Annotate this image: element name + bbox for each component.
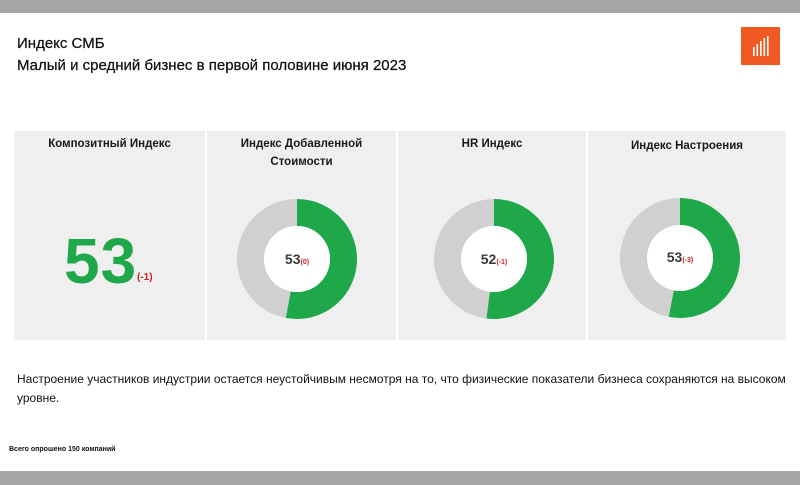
bottom-bar — [0, 471, 800, 485]
panel-composite-index: Композитный Индекс 53 (-1) — [14, 131, 205, 340]
page-title-line1: Индекс СМБ — [17, 35, 105, 52]
donut-chart-sentiment — [620, 198, 740, 318]
page-title: Индекс СМБ Малый и средний бизнес в перв… — [17, 33, 407, 77]
sentiment-index-value: 53 — [666, 249, 683, 265]
panel-sentiment-index: Индекс Настроения 53(-3) — [588, 131, 786, 340]
donut-label-value-added: 53(0) — [257, 251, 337, 271]
brand-logo — [741, 27, 780, 65]
donut-hole — [461, 226, 527, 292]
donut-chart-value-added — [236, 199, 357, 319]
composite-index-change: (-1) — [137, 272, 153, 283]
donut-remainder-slice — [236, 199, 297, 318]
hr-index-change: (-1) — [496, 259, 508, 266]
donut-value-slice — [486, 199, 554, 319]
bar-chart-logo-icon — [753, 36, 769, 56]
panel-title-value-added: Индекс Добавленной Стоимости — [240, 138, 363, 168]
index-panels: Композитный Индекс 53 (-1) Индекс Добавл… — [14, 131, 786, 340]
panel-hr-index: HR Индекс 52(-1) — [398, 131, 586, 340]
page-title-line2: Малый и средний бизнес в первой половине… — [17, 57, 407, 74]
donut-value-slice — [285, 199, 357, 319]
panel-title-composite: Композитный Индекс — [48, 138, 171, 150]
donut-label-sentiment: 53(-3) — [640, 249, 720, 269]
panel-value-added-index: Индекс Добавленной Стоимости 53(0) — [207, 131, 396, 340]
hr-index-value: 52 — [480, 251, 497, 267]
donut-hole — [647, 225, 713, 291]
value-added-index-change: (0) — [300, 259, 310, 266]
donut-label-hr: 52(-1) — [454, 251, 534, 271]
value-added-index-value: 53 — [284, 251, 301, 267]
composite-index-value: 53 — [64, 225, 138, 297]
donut-remainder-slice — [620, 198, 680, 317]
panel-title-sentiment: Индекс Настроения — [630, 140, 743, 152]
summary-note: Настроение участников индустрии остается… — [17, 372, 786, 405]
footnote: Всего опрошено 150 компаний — [9, 446, 116, 453]
donut-hole — [264, 226, 330, 292]
donut-value-slice — [668, 198, 740, 318]
top-bar — [0, 0, 800, 13]
donut-remainder-slice — [434, 199, 494, 319]
donut-chart-hr — [434, 199, 554, 319]
sentiment-index-change: (-3) — [682, 257, 694, 264]
panel-title-hr: HR Индекс — [461, 138, 523, 150]
